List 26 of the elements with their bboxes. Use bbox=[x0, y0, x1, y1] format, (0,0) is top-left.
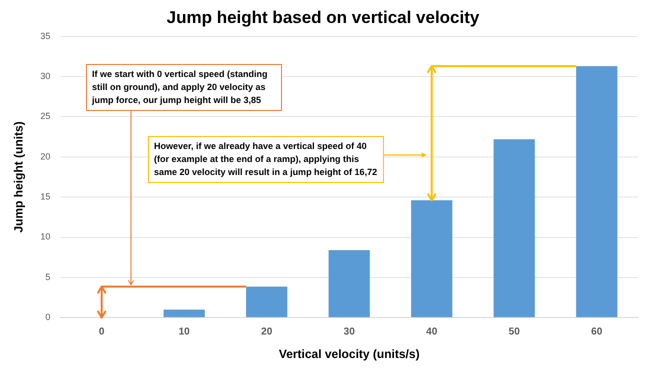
y-tick-label: 15 bbox=[40, 192, 50, 202]
y-tick-label: 25 bbox=[40, 111, 50, 122]
x-tick-label: 40 bbox=[426, 326, 438, 338]
annotation: However, if we already have a vertical speed of 40 (for example at the end of a ramp), applying this same 20 velocity will result in a jump height of 16,72 bbox=[148, 136, 384, 183]
y-tick-label: 35 bbox=[40, 30, 50, 41]
chart-title: Jump height based on vertical velocity bbox=[166, 8, 480, 27]
x-axis-title: Vertical velocity (units/s) bbox=[278, 347, 420, 362]
y-tick-label: 10 bbox=[40, 232, 50, 242]
y-tick-label: 0 bbox=[45, 312, 50, 322]
x-tick-label: 60 bbox=[591, 326, 603, 338]
y-tick-label: 5 bbox=[45, 272, 50, 282]
bar bbox=[576, 66, 618, 318]
x-tick-label: 10 bbox=[178, 326, 190, 338]
x-tick-label: 50 bbox=[508, 326, 520, 338]
bar bbox=[411, 200, 452, 318]
y-tick-label: 30 bbox=[40, 71, 50, 82]
x-tick-label: 20 bbox=[261, 326, 273, 338]
bar bbox=[494, 139, 535, 318]
bar bbox=[246, 286, 288, 318]
annotation: If we start with 0 vertical speed (standing still on ground), and apply 20 velocity as jump force, our jump height will be 3,85 bbox=[86, 64, 282, 111]
bar bbox=[164, 310, 205, 318]
x-tick-label: 0 bbox=[98, 326, 105, 338]
x-tick-label: 30 bbox=[344, 326, 356, 338]
y-tick-label: 20 bbox=[40, 151, 50, 162]
y-axis-title: Jump height (units) bbox=[12, 121, 26, 233]
bar bbox=[328, 250, 370, 318]
